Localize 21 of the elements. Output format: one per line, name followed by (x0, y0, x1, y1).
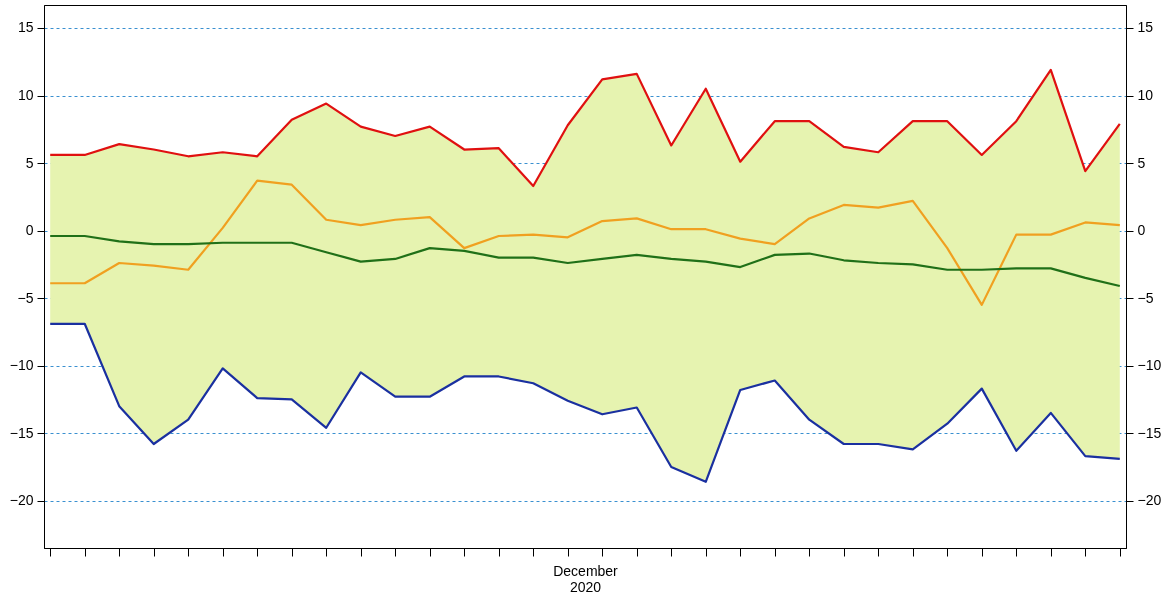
y-tick-label: −15 (9, 424, 34, 441)
y-tick-label: −5 (17, 289, 34, 306)
line-series (49, 179, 1121, 306)
y-tick-label: −10 (9, 357, 34, 374)
line-series (49, 234, 1121, 288)
y2-tick-label: 5 (1137, 154, 1146, 171)
y-tick-label: 10 (17, 87, 34, 103)
y2-tick-label: −10 (1137, 357, 1162, 374)
y-tick-label: 5 (25, 154, 34, 171)
line-series (49, 68, 1121, 188)
x-axis-title: December 2020 (553, 562, 619, 595)
y2-tick-label: −15 (1137, 424, 1162, 441)
y2-tick-label: 15 (1137, 19, 1154, 36)
y-tick-label: 0 (25, 222, 34, 239)
line-series (49, 322, 1121, 483)
y2-tick-label: −5 (1137, 289, 1154, 306)
y-tick-label: −20 (9, 492, 34, 509)
y2-tick-label: 10 (1137, 87, 1154, 103)
y-tick-label: 15 (17, 19, 34, 36)
y2-tick-label: −20 (1137, 492, 1162, 509)
y2-tick-label: 0 (1137, 222, 1146, 239)
